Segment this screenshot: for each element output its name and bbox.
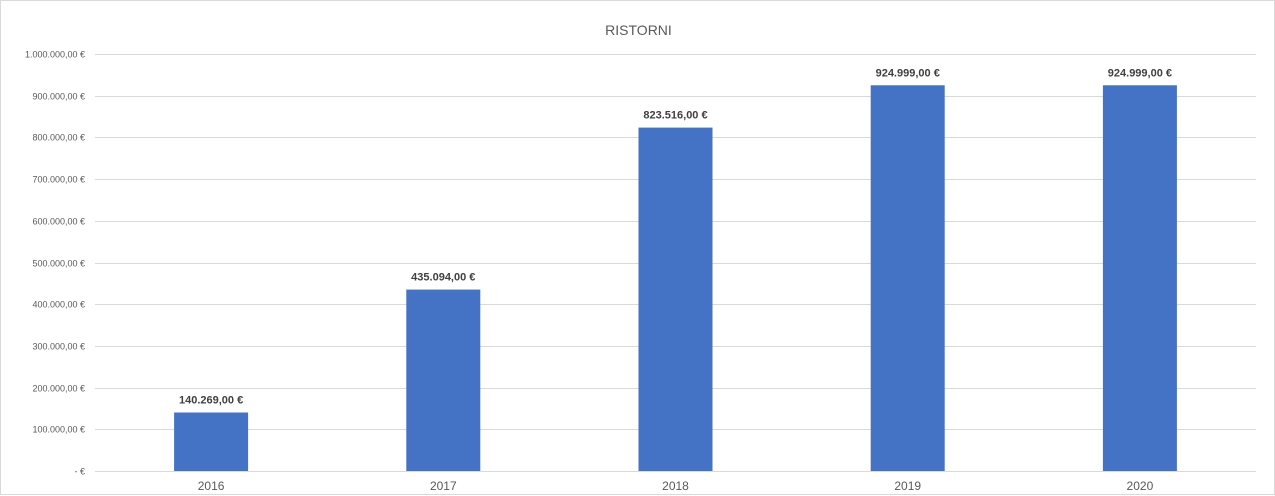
- x-tick-label-2020: 2020: [1127, 479, 1154, 493]
- data-label-2016: 140.269,00 €: [179, 395, 243, 407]
- bar-2020: [1102, 85, 1177, 471]
- x-tick-label-2017: 2017: [430, 479, 457, 493]
- y-tick-label: 800.000,00 €: [32, 133, 85, 143]
- bar-2019: [870, 85, 945, 471]
- data-label-2019: 924.999,00 €: [876, 67, 940, 79]
- bar-2016: [174, 412, 249, 471]
- x-tick-label-2016: 2016: [198, 479, 225, 493]
- bar-2018: [638, 127, 713, 472]
- y-tick-label: 900.000,00 €: [32, 92, 85, 102]
- y-tick-label: 300.000,00 €: [32, 342, 85, 352]
- x-tick-label-2019: 2019: [894, 479, 921, 493]
- y-tick-label: 600.000,00 €: [32, 217, 85, 227]
- y-tick-label: 100.000,00 €: [32, 425, 85, 435]
- y-tick-label: 400.000,00 €: [32, 300, 85, 310]
- y-tick-label: 1.000.000,00 €: [25, 50, 85, 60]
- y-tick-label: 700.000,00 €: [32, 175, 85, 185]
- x-tick-label-2018: 2018: [662, 479, 689, 493]
- bar-2017: [406, 289, 481, 471]
- chart-title: RISTORNI: [605, 22, 672, 38]
- y-tick-label: 200.000,00 €: [32, 384, 85, 394]
- y-tick-label: 500.000,00 €: [32, 259, 85, 269]
- data-label-2020: 924.999,00 €: [1108, 67, 1172, 79]
- y-tick-label: - €: [74, 467, 85, 477]
- data-label-2017: 435.094,00 €: [411, 272, 475, 284]
- data-label-2018: 823.516,00 €: [643, 110, 707, 122]
